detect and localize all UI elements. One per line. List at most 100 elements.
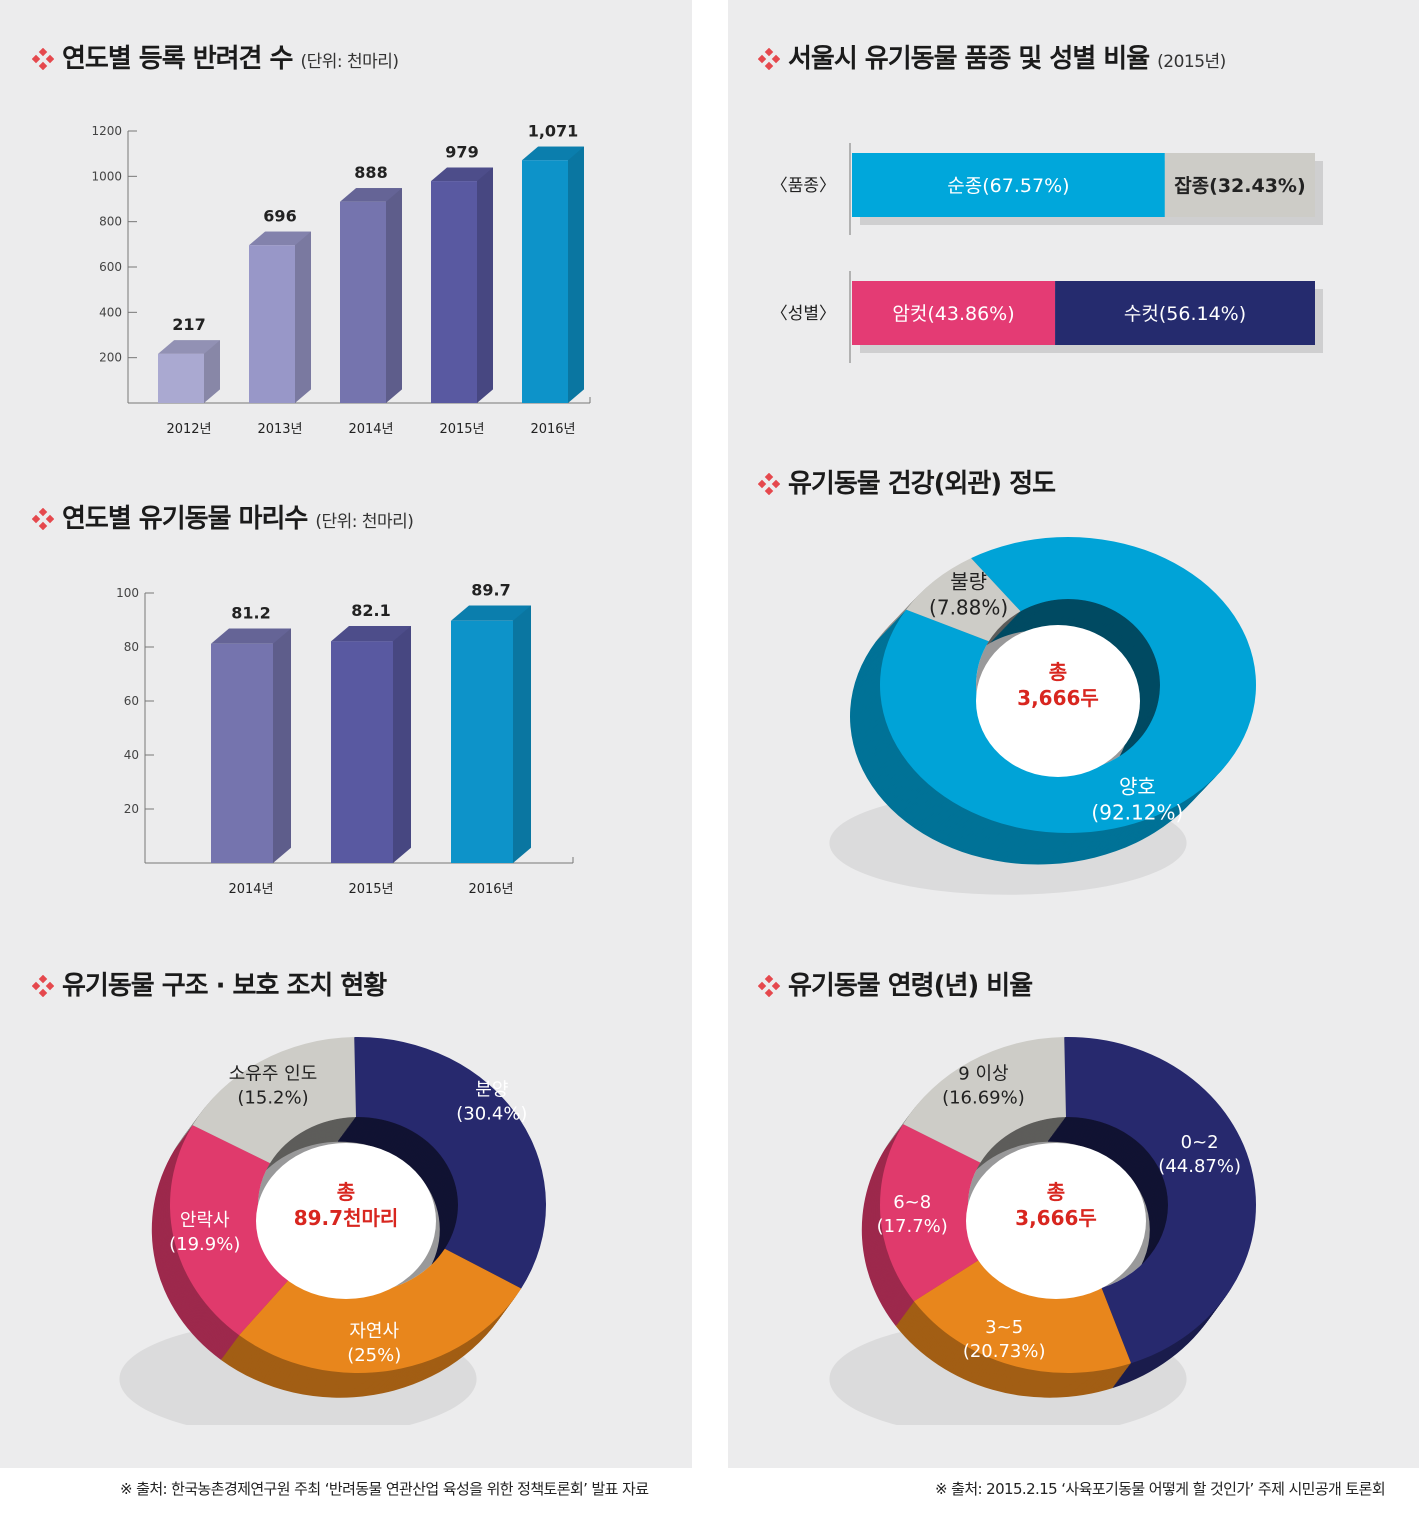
bar-front: [431, 181, 477, 403]
bar-top: [431, 167, 493, 182]
title-text: 유기동물 구조 · 보호 조치 현황: [62, 971, 387, 1001]
section-title-seoul-breed-sex: 서울시 유기동물 품종 및 성별 비율 (2015년): [757, 38, 1226, 75]
bar-top: [211, 628, 291, 644]
bar-side: [174, 340, 220, 403]
registered-dogs-bar-chart: 200 400 600 800 1000 1200 217 2012년 696 2013년 888 2…: [91, 122, 591, 437]
bar-front: [211, 643, 273, 863]
diamond-bullet-graphic: [31, 47, 55, 71]
diamond-bullet-icon: [757, 974, 781, 998]
bar-side: [538, 146, 584, 403]
bar-front: [451, 620, 513, 863]
diamond-bullet-graphic: [757, 974, 781, 998]
slice-label: 분양: [475, 1080, 508, 1101]
slice-label: 불량: [950, 570, 987, 594]
rescue-status-donut-chart: 분양 (30.4%) 자연사 (25%) 안락사 (19.9%) 소유주 인도 (15.2%)…: [119, 1037, 546, 1425]
bar-front: [331, 641, 393, 863]
bar-front: [340, 201, 386, 403]
x-tick-label: 2015년: [348, 882, 393, 897]
center-total-label: 총: [1049, 660, 1067, 684]
y-tick-label: 400: [99, 305, 122, 319]
source-note-left: ※ 출처: 한국농촌경제연구원 주최 ‘반려동물 연관산업 육성을 위한 정책토…: [120, 1480, 649, 1498]
bar-value-label: 217: [172, 315, 205, 334]
bullet-dot: [45, 981, 55, 991]
bar-value-label: 82.1: [351, 601, 390, 620]
donut-hole: [966, 1143, 1146, 1299]
bar-side: [356, 188, 402, 403]
segment-수컷: [1055, 281, 1315, 345]
title-text: 유기동물 연령(년) 비율: [788, 971, 1033, 1001]
bar-top: [331, 626, 411, 642]
center-total-value: 89.7천마리: [294, 1206, 399, 1230]
bullet-dot: [31, 981, 41, 991]
slice-label: 자연사: [349, 1321, 399, 1342]
bullet-dot: [31, 514, 41, 524]
bar-top: [340, 188, 402, 202]
y-tick-label: 80: [124, 640, 139, 654]
slice-불량: [906, 558, 1021, 642]
x-tick-label: 2014년: [348, 422, 393, 437]
slice-9 이상: [903, 1037, 1067, 1163]
x-tick-label: 2015년: [439, 422, 484, 437]
bar-2014년: [340, 188, 402, 403]
slice-percent-label: (92.12%): [1091, 800, 1183, 824]
source-note-right: ※ 출처: 2015.2.15 ‘사육포기동물 어떻게 할 것인가’ 주제 시민…: [935, 1480, 1386, 1498]
bullet-dot: [764, 974, 774, 984]
bar-front: [522, 160, 568, 403]
bullet-dot: [764, 472, 774, 482]
diamond-bullet-icon: [31, 47, 55, 71]
title-unit: (2015년): [1157, 52, 1226, 72]
seoul-breed-sex-stacked-bar: 〈품종〉 순종(67.57%) 잡종(32.43%) 〈성별〉 암컷(43.86%) 수컷…: [771, 143, 1323, 363]
bullet-dot: [45, 514, 55, 524]
bar-side: [349, 626, 411, 863]
bar-value-label: 696: [263, 207, 296, 226]
row-label: 〈품종〉: [771, 176, 836, 196]
segment-label: 순종(67.57%): [947, 175, 1069, 197]
bar-2015년: [331, 626, 411, 863]
bar-top: [522, 146, 584, 161]
segment-잡종: [1164, 153, 1315, 217]
bar-2016년: [522, 146, 584, 403]
bullet-dot: [764, 47, 774, 57]
age-ratio-donut-chart: 0~2 (44.87%) 3~5 (20.73%) 6~8 (17.7%) 9 이상 (16.…: [829, 1037, 1256, 1425]
bullet-dot: [771, 54, 781, 64]
donut-hole: [976, 625, 1140, 777]
y-tick-label: 60: [124, 694, 139, 708]
section-title-abandoned-count: 연도별 유기동물 마리수 (단위: 천마리): [31, 498, 414, 535]
y-tick-label: 20: [124, 802, 139, 816]
section-title-registered-dogs: 연도별 등록 반려견 수 (단위: 천마리): [31, 38, 399, 75]
diamond-bullet-icon: [757, 472, 781, 496]
segment-label: 암컷(43.86%): [892, 303, 1014, 325]
diamond-bullet-graphic: [31, 507, 55, 531]
bar-side: [265, 231, 311, 403]
title-text: 유기동물 건강(외관) 정도: [788, 469, 1056, 499]
y-tick-label: 1000: [91, 169, 122, 183]
title-text: 서울시 유기동물 품종 및 성별 비율: [788, 44, 1150, 74]
bullet-dot: [771, 981, 781, 991]
bar-top: [158, 340, 220, 354]
section-title-health: 유기동물 건강(외관) 정도: [757, 463, 1056, 500]
segment-암컷: [852, 281, 1056, 345]
y-tick-label: 200: [99, 351, 122, 365]
bullet-dot: [45, 54, 55, 64]
slice-percent-label: (25%): [347, 1345, 401, 1366]
section-title-rescue-status: 유기동물 구조 · 보호 조치 현황: [31, 965, 387, 1002]
title-text: 연도별 유기동물 마리수: [62, 504, 308, 534]
x-tick-label: 2013년: [257, 422, 302, 437]
bar-2014년: [211, 628, 291, 863]
section-title-age: 유기동물 연령(년) 비율: [757, 965, 1033, 1002]
slice-percent-label: (20.73%): [963, 1341, 1046, 1362]
bar-value-label: 1,071: [528, 122, 579, 141]
center-total-value: 3,666두: [1017, 686, 1099, 710]
bullet-dot: [757, 479, 767, 489]
segment-label: 잡종(32.43%): [1174, 175, 1305, 197]
bullet-dot: [38, 988, 48, 998]
slice-percent-label: (7.88%): [929, 596, 1008, 620]
segment-순종: [852, 153, 1165, 217]
bullet-dot: [38, 47, 48, 57]
segment-label: 수컷(56.14%): [1124, 303, 1246, 325]
x-tick-label: 2016년: [530, 422, 575, 437]
slice-소유주 인도: [192, 1037, 357, 1164]
bar-2013년: [249, 231, 311, 403]
slice-label: 0~2: [1181, 1132, 1219, 1153]
x-tick-label: 2016년: [468, 882, 513, 897]
